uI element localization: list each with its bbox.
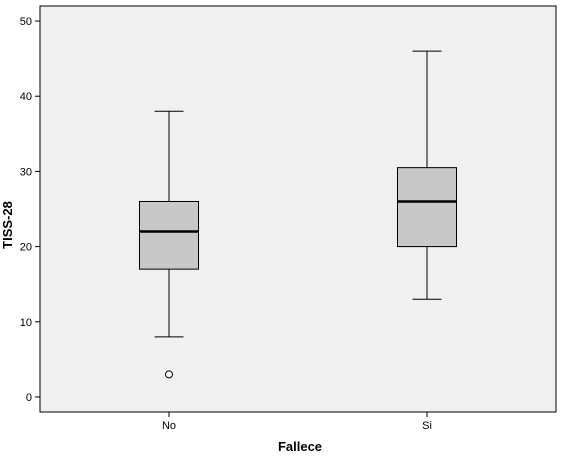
y-tick-label: 10 <box>20 317 32 329</box>
iqr-box <box>139 200 199 270</box>
y-tick-label: 0 <box>26 392 32 404</box>
iqr-box <box>397 167 457 248</box>
x-axis-title: Fallece <box>278 439 322 454</box>
x-tick-label: No <box>162 420 176 432</box>
y-tick-label: 40 <box>20 91 32 103</box>
y-axis: 0 10 20 30 40 50 <box>20 16 40 404</box>
y-tick-label: 50 <box>20 16 32 28</box>
box-si <box>397 50 457 300</box>
box-no <box>139 110 199 379</box>
y-tick-label: 30 <box>20 166 32 178</box>
y-tick-label: 20 <box>20 242 32 254</box>
y-axis-title: TISS-28 <box>0 201 15 249</box>
plot-area <box>39 5 557 413</box>
outlier-point <box>165 370 173 379</box>
x-axis: No Si <box>162 412 432 432</box>
x-tick-label: Si <box>422 420 432 432</box>
boxes <box>139 50 457 379</box>
